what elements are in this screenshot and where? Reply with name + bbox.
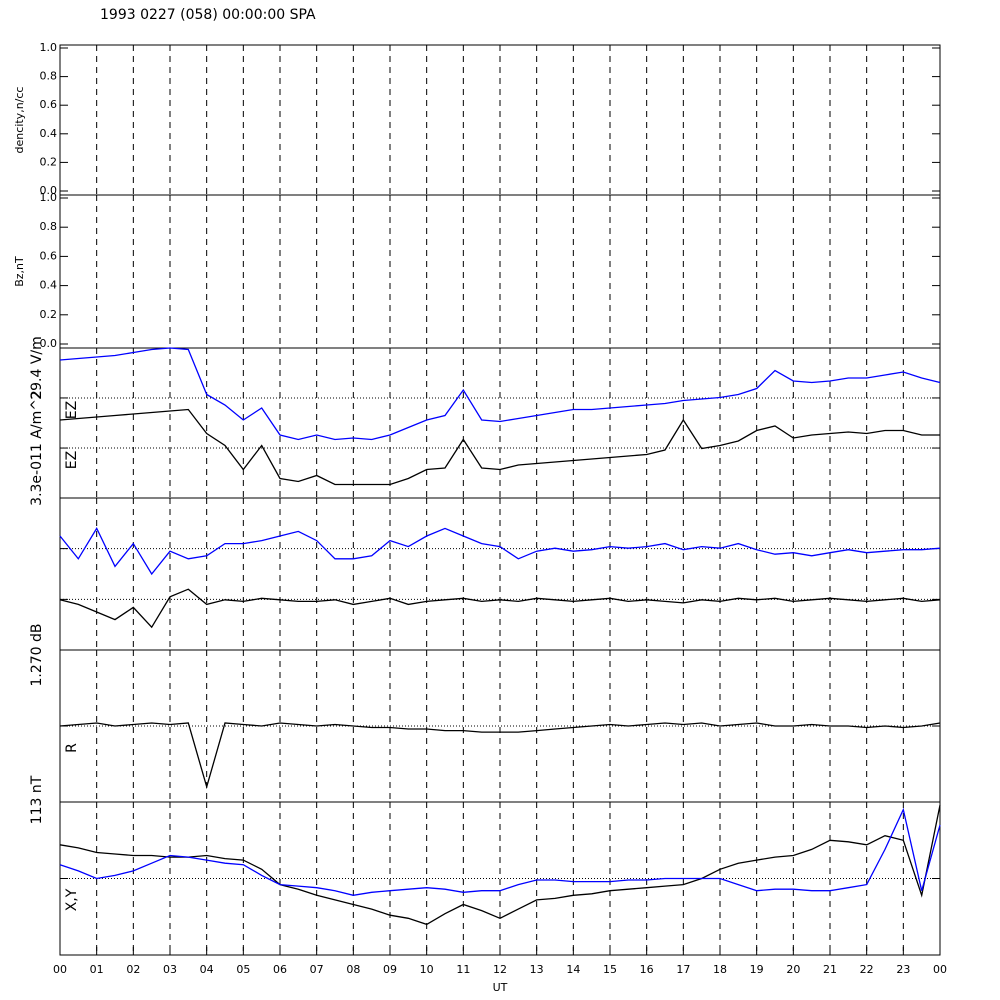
- data-line: [59, 804, 941, 926]
- y-tick-label: 0.4: [40, 127, 58, 140]
- x-tick-label: 10: [420, 963, 434, 976]
- y-tick-label: 1.0: [40, 191, 58, 204]
- y-tick-label: 0.6: [40, 249, 58, 262]
- y-tick-label: 0.0: [40, 337, 58, 350]
- x-tick-label: 12: [493, 963, 507, 976]
- data-line: [59, 408, 940, 486]
- y-tick-label: 0.2: [40, 155, 58, 168]
- x-tick-label: 21: [823, 963, 837, 976]
- x-tick-label: 14: [566, 963, 580, 976]
- panel-label: EZ: [64, 451, 80, 469]
- x-tick-label: 19: [750, 963, 764, 976]
- panel-label: X,Y: [64, 888, 80, 911]
- panel-label: 1.270 dB: [29, 623, 45, 686]
- x-tick-label: 07: [310, 963, 324, 976]
- x-tick-label: 08: [346, 963, 360, 976]
- panel-label: R: [64, 743, 80, 753]
- x-tick-label: 22: [860, 963, 874, 976]
- y-tick-label: 0.4: [40, 279, 58, 292]
- x-tick-label: 13: [530, 963, 544, 976]
- data-line: [59, 527, 941, 576]
- panel-label: 29.4 V/m: [29, 336, 45, 400]
- data-line: [59, 722, 941, 790]
- x-tick-label: 01: [90, 963, 104, 976]
- x-tick-label: 23: [896, 963, 910, 976]
- x-tick-label: 16: [640, 963, 654, 976]
- x-tick-label: 02: [126, 963, 140, 976]
- y-axis-label: dencity,n/cc: [13, 87, 26, 154]
- y-tick-label: 0.0: [40, 184, 58, 197]
- y-tick-label: 0.2: [40, 308, 58, 321]
- data-line: [59, 807, 941, 896]
- y-tick-label: 0.8: [40, 220, 58, 233]
- panel-label: EZ: [64, 401, 80, 419]
- panel-label: 113 nT: [29, 775, 45, 824]
- x-tick-label: 06: [273, 963, 287, 976]
- data-line: [59, 588, 941, 629]
- x-tick-label: 09: [383, 963, 397, 976]
- x-tick-label: 18: [713, 963, 727, 976]
- y-tick-label: 1.0: [40, 41, 58, 54]
- panel-label: 3.3e-011 A/m^2: [29, 390, 45, 506]
- x-tick-label: 05: [236, 963, 250, 976]
- y-axis-label: Bz,nT: [13, 256, 26, 287]
- data-line: [59, 347, 941, 441]
- y-tick-label: 0.6: [40, 98, 58, 111]
- x-tick-label: 20: [786, 963, 800, 976]
- x-tick-label: 04: [200, 963, 214, 976]
- y-tick-label: 0.8: [40, 70, 58, 83]
- x-tick-label: 15: [603, 963, 617, 976]
- chart-title: 1993 0227 (058) 00:00:00 SPA: [100, 7, 316, 23]
- x-tick-label: 11: [456, 963, 470, 976]
- x-tick-label: 17: [676, 963, 690, 976]
- x-axis-label: UT: [493, 981, 508, 994]
- x-tick-label: 03: [163, 963, 177, 976]
- x-tick-label: 00: [933, 963, 947, 976]
- x-tick-label: 00: [53, 963, 67, 976]
